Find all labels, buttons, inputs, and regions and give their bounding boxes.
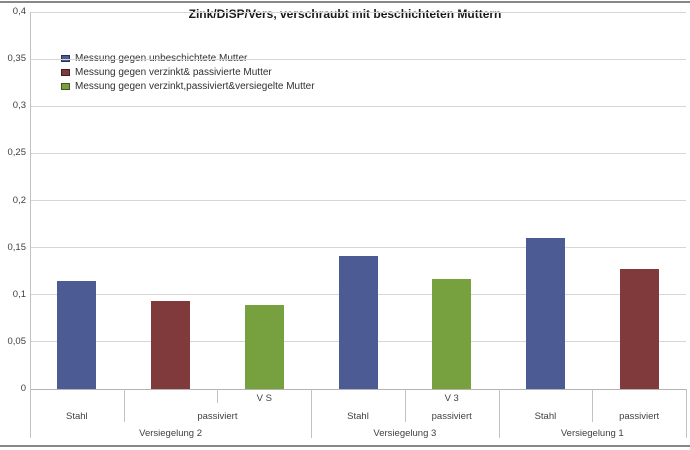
y-axis-tick-label: 0,25	[7, 147, 27, 159]
chart-title: Zink/DiSP/Vers, verschraubt mit beschich…	[188, 7, 502, 21]
x-axis-sub-label: V S	[256, 393, 272, 404]
legend-item: Messung gegen unbeschichtete Mutter	[61, 51, 315, 65]
x-axis-baseline	[30, 389, 686, 390]
x-axis-group-label: Versiegelung 2	[139, 428, 202, 439]
y-axis-tick-label: 0,35	[7, 53, 27, 65]
y-gridline	[30, 152, 686, 154]
category-axis-divider	[686, 389, 687, 438]
legend-item: Messung gegen verzinkt,passiviert&versie…	[61, 79, 315, 93]
y-gridline	[30, 247, 686, 249]
y-axis-tick-label: 0,15	[7, 241, 27, 253]
legend-swatch	[61, 82, 70, 90]
y-axis-tick-label: 0,4	[12, 6, 26, 17]
y-axis-tick-label: 0	[20, 383, 26, 394]
y-gridline	[30, 105, 686, 107]
y-axis-tick-label: 0,2	[12, 194, 26, 206]
x-axis-mid-label: passiviert	[197, 411, 238, 422]
category-axis-divider	[498, 389, 500, 438]
x-axis-sub-label: V 3	[444, 393, 459, 404]
category-axis-divider	[123, 389, 125, 422]
x-axis-mid-label: passiviert	[431, 411, 472, 422]
x-axis-mid-label: passiviert	[619, 411, 660, 422]
x-axis-group-label: Versiegelung 3	[373, 428, 437, 439]
bar-versiegelung-2-stahl	[57, 280, 97, 389]
y-axis-tick-label: 0,1	[12, 288, 26, 300]
legend-label: Messung gegen verzinkt& passivierte Mutt…	[75, 66, 272, 78]
bar-versiegelung-1-stahl	[525, 238, 565, 389]
category-axis-divider	[311, 389, 313, 438]
legend-label: Messung gegen verzinkt,passiviert&versie…	[75, 80, 315, 92]
bar-versiegelung-3-passiviert	[432, 278, 472, 389]
x-axis-group-label: Versiegelung 1	[560, 428, 624, 439]
chart-border-top	[0, 1, 690, 3]
chart-border-bottom	[0, 445, 690, 447]
category-axis-divider	[30, 389, 31, 438]
bar-versiegelung-2-passiviert	[151, 301, 191, 389]
x-axis-mid-label: Stahl	[534, 411, 557, 422]
y-axis-tick-label: 0,3	[12, 100, 26, 112]
y-axis-tick-label: 0,05	[7, 335, 27, 347]
y-gridline	[30, 200, 686, 201]
y-gridline	[30, 58, 686, 60]
bar-versiegelung-1-passiviert	[619, 269, 659, 389]
legend-label: Messung gegen unbeschichtete Mutter	[75, 53, 247, 64]
category-axis-divider	[404, 389, 406, 422]
legend-swatch	[61, 54, 70, 62]
bar-versiegelung-3-stahl	[338, 256, 378, 389]
legend-item: Messung gegen verzinkt& passivierte Mutt…	[61, 65, 315, 79]
chart-legend: Messung gegen unbeschichtete Mutter Mess…	[61, 51, 315, 93]
y-axis-line	[30, 12, 31, 389]
legend-swatch	[61, 68, 70, 76]
bar-versiegelung-2-passiviert	[244, 305, 284, 389]
x-axis-mid-label: Stahl	[66, 411, 88, 422]
category-axis-divider	[592, 389, 594, 422]
x-axis-mid-label: Stahl	[347, 411, 369, 422]
y-gridline	[30, 11, 686, 13]
category-axis-divider	[217, 389, 219, 403]
